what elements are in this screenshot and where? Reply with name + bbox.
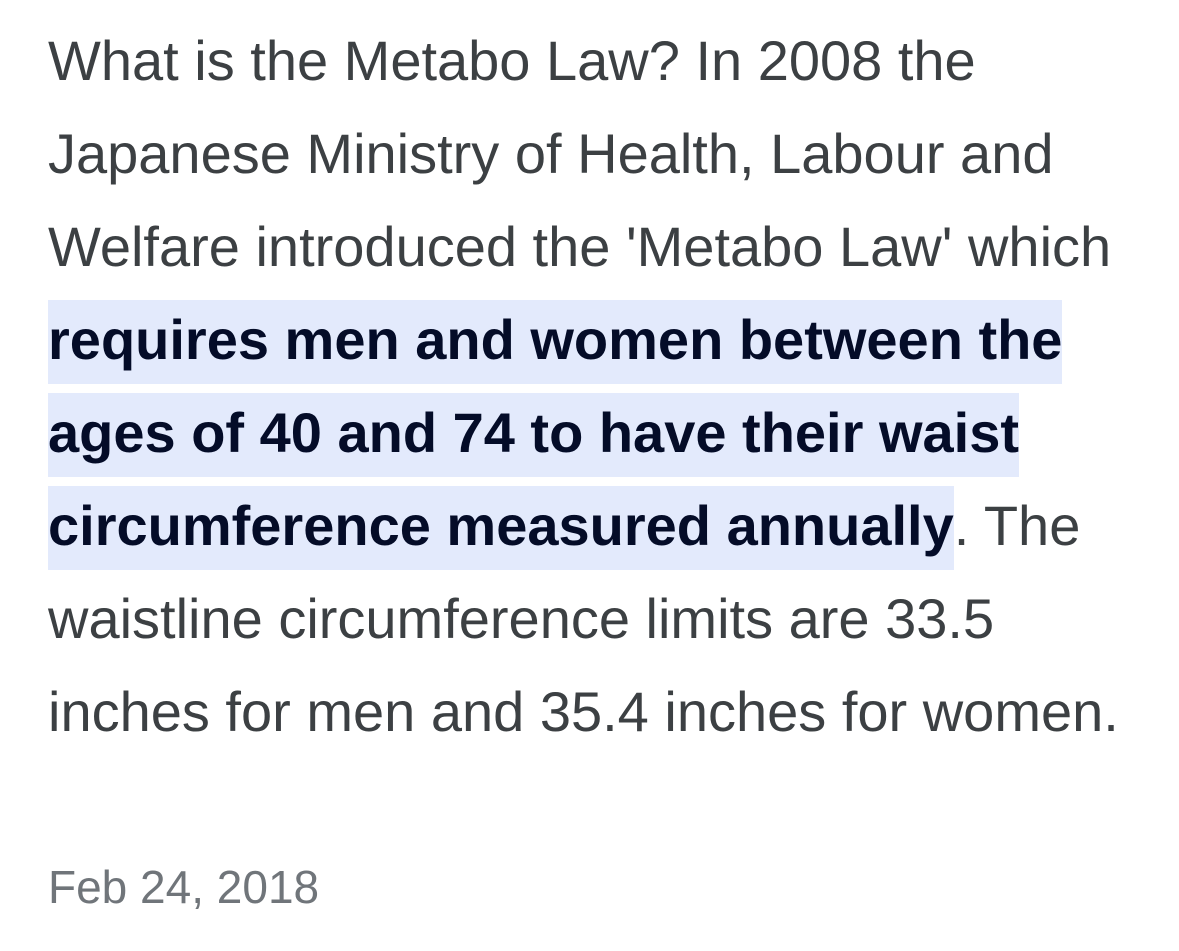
- snippet-text-before: What is the Metabo Law? In 2008 the Japa…: [48, 29, 1112, 278]
- featured-snippet-text: What is the Metabo Law? In 2008 the Japa…: [48, 14, 1138, 758]
- snippet-text-after: . The waistline circumference limits are…: [48, 494, 1119, 743]
- snippet-date: Feb 24, 2018: [48, 861, 320, 913]
- snippet-highlighted-answer: requires men and women between the ages …: [48, 300, 1063, 570]
